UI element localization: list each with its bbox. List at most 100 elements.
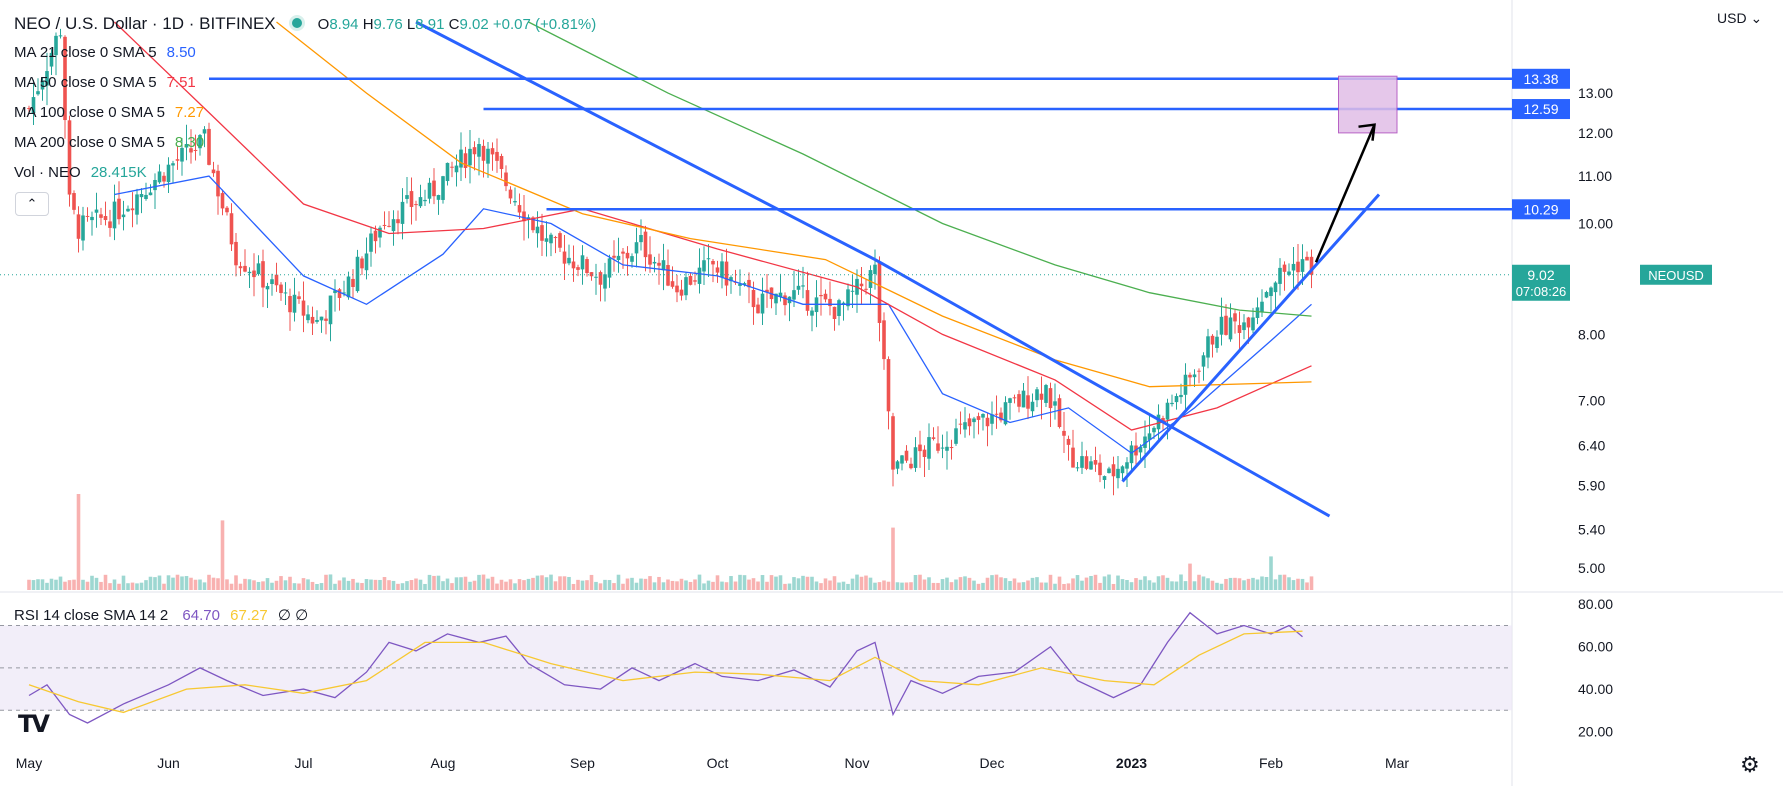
volume-bar <box>1287 577 1291 590</box>
time-axis-label: Sep <box>570 755 595 771</box>
candle-body <box>1089 461 1093 470</box>
volume-bar <box>594 581 598 590</box>
tradingview-logo-icon[interactable]: TV <box>18 710 50 738</box>
candle-body <box>229 213 234 245</box>
candle-body <box>508 189 513 199</box>
volume-bar <box>886 581 891 590</box>
volume-bar <box>1156 576 1161 590</box>
candle-body <box>387 225 391 227</box>
candle-body <box>1183 374 1188 395</box>
candle-body <box>162 175 166 182</box>
price-tick-label: 10.00 <box>1578 215 1613 231</box>
candle-body <box>427 182 432 199</box>
volume-bar <box>360 583 364 590</box>
candle-body <box>265 286 270 290</box>
volume-bar <box>1282 574 1287 590</box>
volume-bar <box>1147 580 1152 590</box>
volume-bar <box>828 580 832 590</box>
candle-body <box>549 234 553 244</box>
volume-bar <box>1309 576 1314 590</box>
candle-body <box>499 156 504 170</box>
volume-bar <box>193 579 198 590</box>
candle-body <box>355 256 360 292</box>
candle-body <box>441 176 445 200</box>
volume-bar <box>1075 575 1080 590</box>
candle-body <box>643 231 648 258</box>
legend-volume[interactable]: Vol · NEO 28.415K <box>14 164 147 181</box>
candle-body <box>135 194 139 215</box>
candle-body <box>1102 476 1107 480</box>
candle-body <box>76 214 81 239</box>
volume-bar <box>76 494 81 590</box>
high-value: 9.76 <box>373 16 403 33</box>
volume-group <box>27 494 1314 590</box>
candle-body <box>144 194 148 200</box>
volume-bar <box>1165 577 1170 590</box>
legend-ma100[interactable]: MA 100 close 0 SMA 5 7.27 <box>14 104 205 121</box>
volume-bar <box>121 575 126 590</box>
candle-body <box>607 258 612 278</box>
price-tick-label: 13.00 <box>1578 85 1613 101</box>
volume-bar <box>400 583 405 590</box>
candle-body <box>1282 264 1287 272</box>
candle-body <box>310 316 315 324</box>
volume-bar <box>1215 582 1219 590</box>
volume-bar <box>625 578 630 590</box>
candle-body <box>900 455 904 464</box>
volume-bar <box>450 583 454 590</box>
candle-body <box>553 237 558 239</box>
volume-bar <box>265 578 270 590</box>
candle-body <box>490 148 495 155</box>
time-axis-label: 2023 <box>1116 755 1147 771</box>
candle-body <box>1305 256 1309 261</box>
legend-ma21[interactable]: MA 21 close 0 SMA 5 8.50 <box>14 44 196 61</box>
volume-bar <box>657 576 661 590</box>
volume-bar <box>972 580 976 590</box>
currency-selector[interactable]: USD ⌄ <box>1717 10 1763 26</box>
volume-bar <box>1093 574 1098 590</box>
candle-body <box>1080 456 1084 468</box>
volume-bar <box>895 582 900 590</box>
volume-bar <box>337 580 342 590</box>
volume-bar <box>864 575 868 590</box>
volume-bar <box>823 578 828 590</box>
legend-ma50[interactable]: MA 50 close 0 SMA 5 7.51 <box>14 74 196 91</box>
candle-body <box>40 80 45 90</box>
volume-bar <box>1071 578 1075 590</box>
volume-bar <box>1026 580 1030 590</box>
volume-bar <box>661 582 666 590</box>
gear-icon[interactable]: ⚙ <box>1740 752 1760 777</box>
volume-bar <box>1264 576 1269 590</box>
volume-bar <box>333 583 337 590</box>
volume-bar <box>666 579 670 590</box>
candle-body <box>1237 325 1242 333</box>
last-price-box <box>1512 264 1570 301</box>
volume-bar <box>135 583 139 590</box>
candle-body <box>760 293 765 314</box>
candle-body <box>463 153 468 168</box>
volume-bar <box>94 577 99 590</box>
volume-bar <box>319 583 324 590</box>
volume-bar <box>774 576 778 590</box>
legend-ma200[interactable]: MA 200 close 0 SMA 5 8.30 <box>14 134 205 151</box>
volume-bar <box>297 583 301 590</box>
candle-body <box>63 36 67 121</box>
volume-bar <box>85 581 90 590</box>
time-axis-label: Jul <box>295 755 313 771</box>
candle-body <box>67 120 72 195</box>
time-axis-label: Dec <box>980 755 1005 771</box>
volume-bar <box>1192 581 1197 590</box>
candle-body <box>846 289 850 307</box>
candle-body <box>1138 446 1143 453</box>
volume-bar <box>1246 578 1251 590</box>
time-axis-label: Oct <box>707 755 729 771</box>
trendline-0 <box>415 20 876 261</box>
collapse-legend-button[interactable]: ⌃ <box>15 192 49 216</box>
rsi-legend[interactable]: RSI 14 close SMA 14 2 64.70 67.27 ∅ ∅ <box>14 606 308 624</box>
candle-body <box>454 165 459 173</box>
volume-bar <box>1111 583 1116 590</box>
candle-body <box>1210 335 1215 345</box>
volume-bar <box>643 578 648 590</box>
candle-body <box>850 290 855 292</box>
